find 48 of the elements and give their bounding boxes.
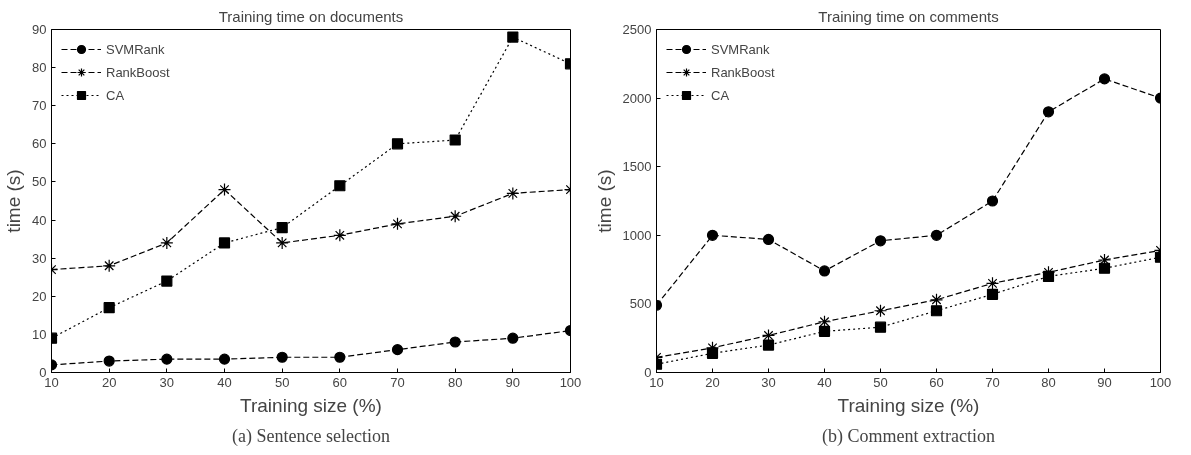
x-tick-label: 60 [929, 374, 944, 390]
x-tick-label: 60 [332, 374, 348, 390]
x-tick-label: 40 [817, 374, 832, 390]
x-tick-label: 90 [505, 374, 521, 390]
text: (a) Sentence selection [232, 425, 390, 447]
x-tick-label: 90 [1097, 374, 1112, 390]
x-tick-label: 100 [1149, 374, 1172, 390]
y-tick-label: 1500 [622, 159, 652, 175]
text: (b) Comment extraction [822, 425, 995, 447]
x-tick-label: 70 [390, 374, 405, 390]
y-tick-label: 10 [32, 326, 47, 342]
x-tick-label: 50 [274, 374, 290, 390]
chart-title: Training time on documents [218, 7, 404, 25]
x-tick-label: 40 [217, 374, 232, 390]
x-tick-label: 50 [873, 374, 888, 390]
y-tick-label: 70 [32, 98, 47, 114]
x-tick-label: 70 [985, 374, 1000, 390]
x-tick-label: 30 [159, 374, 175, 390]
x-tick-label: 20 [705, 374, 720, 390]
y-tick-label: 20 [32, 288, 47, 304]
x-axis-title: Training size (%) [837, 394, 980, 416]
y-tick-label: 50 [32, 174, 47, 190]
legend-label: RankBoost [711, 64, 775, 80]
y-tick-label: 500 [629, 296, 652, 312]
y-tick-label: 2500 [622, 22, 652, 37]
y-tick-label: 30 [32, 250, 47, 266]
legend-label: CA [711, 87, 731, 103]
x-tick-label: 100 [559, 374, 582, 390]
legend-label: CA [106, 87, 126, 103]
y-axis-title: time (s) [593, 169, 615, 233]
chart-title: Training time on comments [818, 7, 999, 25]
legend-label: SVMRank [106, 41, 165, 57]
y-tick-label: 2000 [622, 90, 652, 106]
x-tick-label: 80 [447, 374, 463, 390]
y-tick-label: 0 [644, 365, 652, 380]
y-axis-title: time (s) [3, 169, 25, 233]
x-tick-label: 20 [101, 374, 117, 390]
y-tick-label: 90 [32, 22, 47, 37]
x-tick-label: 80 [1041, 374, 1056, 390]
x-tick-label: 30 [761, 374, 776, 390]
legend-label: SVMRank [711, 41, 770, 57]
x-axis-title: Training size (%) [240, 394, 382, 416]
y-tick-label: 40 [32, 212, 47, 228]
y-tick-label: 0 [39, 365, 47, 380]
legend-label: RankBoost [106, 64, 170, 80]
y-tick-label: 80 [32, 60, 47, 76]
y-tick-label: 1000 [622, 227, 652, 243]
y-tick-label: 60 [32, 136, 47, 152]
